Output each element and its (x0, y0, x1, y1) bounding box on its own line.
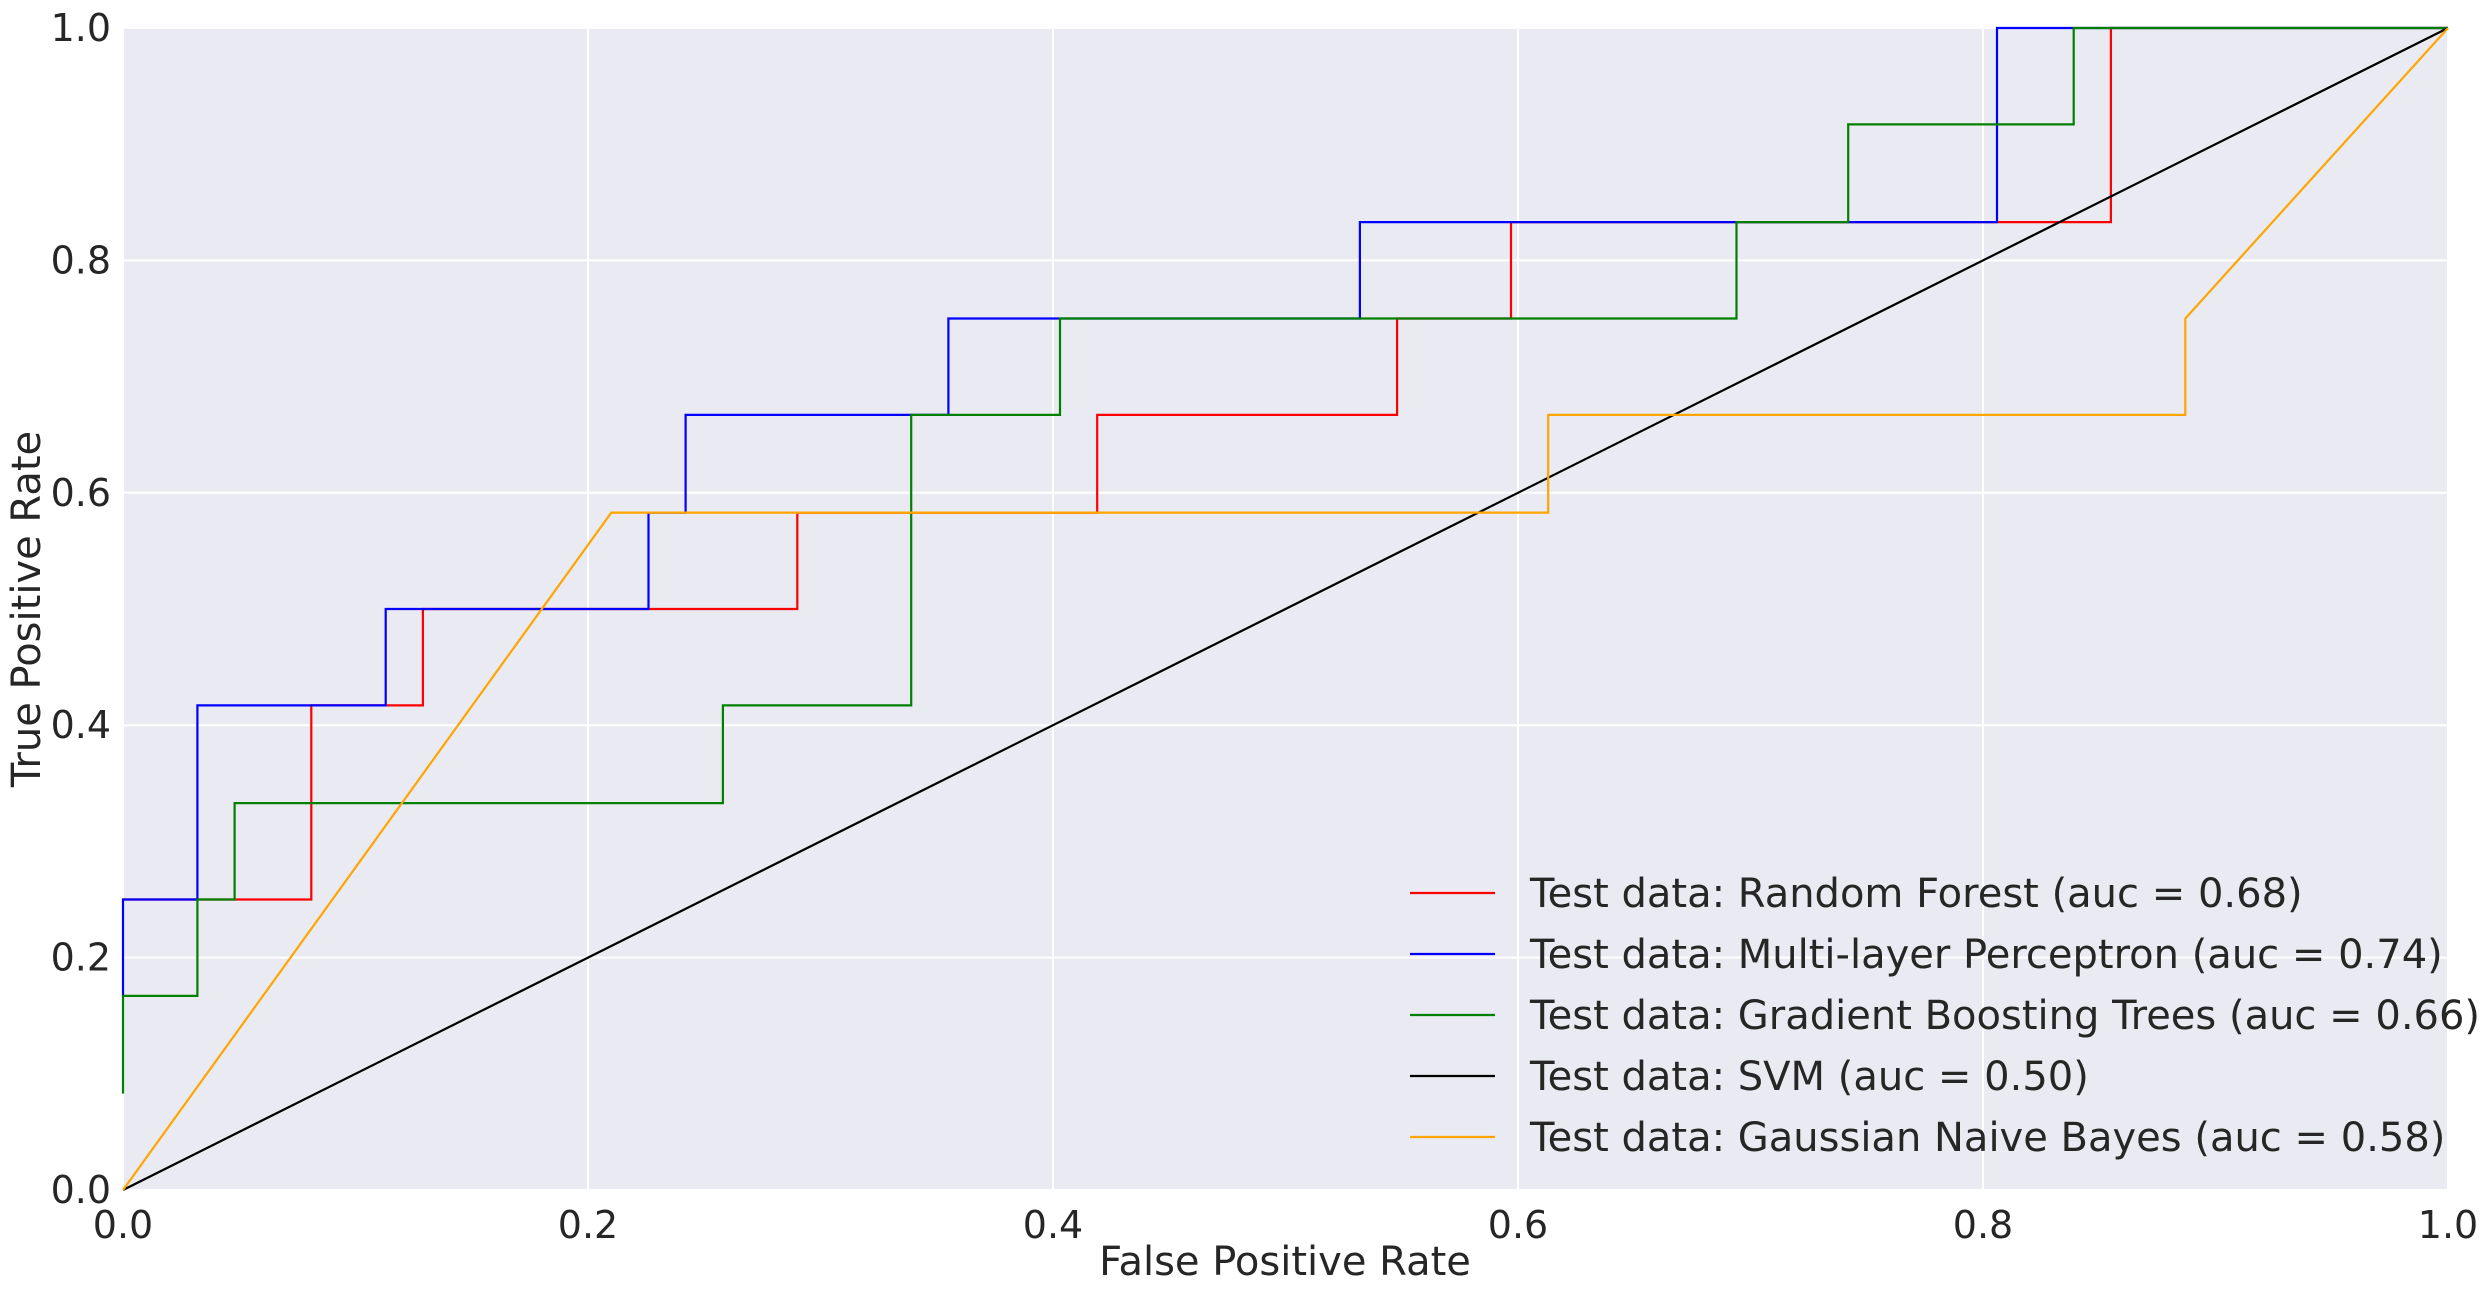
x-tick-label: 0.8 (1953, 1203, 2013, 1247)
y-axis-ticks: 0.0 0.2 0.4 0.6 0.8 1.0 (51, 6, 111, 1212)
x-tick-label: 0.2 (558, 1203, 618, 1247)
grid (122, 27, 2449, 1191)
legend-entry-1: Test data: Multi-layer Perceptron (auc =… (1529, 932, 2443, 978)
legend: Test data: Random Forest (auc = 0.68) Tes… (1410, 871, 2480, 1161)
series-line-2 (121, 26, 2448, 1094)
y-tick-label: 0.0 (51, 1168, 111, 1212)
x-axis-ticks: 0.0 0.2 0.4 0.6 0.8 1.0 (93, 1203, 2478, 1247)
legend-entry-0: Test data: Random Forest (auc = 0.68) (1529, 871, 2303, 917)
x-axis-label: False Positive Rate (1099, 1239, 1471, 1285)
y-tick-label: 0.6 (51, 471, 111, 515)
legend-entry-2: Test data: Gradient Boosting Trees (auc … (1529, 993, 2480, 1039)
x-tick-label: 0.6 (1488, 1203, 1548, 1247)
y-tick-label: 0.8 (51, 238, 111, 282)
x-tick-label: 0.4 (1023, 1203, 1083, 1247)
y-tick-label: 0.4 (51, 703, 111, 747)
series-layer (121, 26, 2449, 1191)
x-tick-label: 1.0 (2418, 1203, 2478, 1247)
y-tick-label: 0.2 (51, 936, 111, 980)
y-axis-label: True Positive Rate (4, 431, 50, 788)
legend-entry-3: Test data: SVM (auc = 0.50) (1529, 1054, 2089, 1100)
series-line-4 (122, 27, 2449, 1191)
series-line-3 (122, 27, 2449, 1191)
y-tick-label: 1.0 (51, 6, 111, 50)
legend-entry-4: Test data: Gaussian Naive Bayes (auc = 0… (1529, 1115, 2445, 1161)
x-tick-label: 0.0 (93, 1203, 153, 1247)
